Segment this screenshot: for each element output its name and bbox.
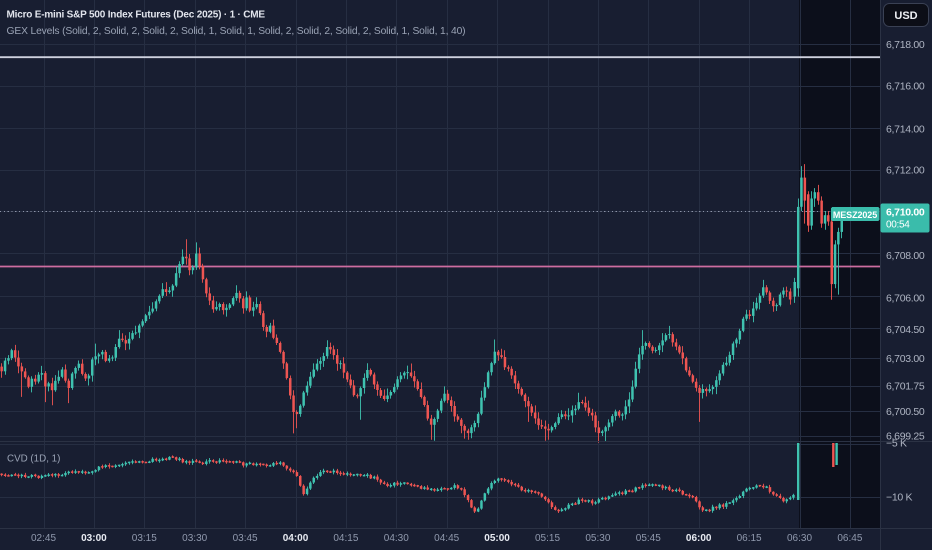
- svg-text:6,710.00: 6,710.00: [886, 207, 925, 219]
- svg-text:6,714.00: 6,714.00: [886, 123, 925, 135]
- svg-text:00:54: 00:54: [886, 220, 910, 231]
- svg-text:GEX Levels (Solid, 2, Solid, 2: GEX Levels (Solid, 2, Solid, 2, Solid, 2…: [7, 26, 466, 37]
- svg-text:6,718.00: 6,718.00: [886, 39, 925, 51]
- svg-text:06:15: 06:15: [737, 533, 762, 544]
- svg-text:6,708.00: 6,708.00: [886, 250, 925, 262]
- svg-text:05:15: 05:15: [535, 533, 560, 544]
- svg-text:Micro E-mini S&P 500 Index Fut: Micro E-mini S&P 500 Index Futures (Dec …: [7, 10, 266, 21]
- svg-text:05:00: 05:00: [484, 533, 510, 544]
- svg-text:03:30: 03:30: [182, 533, 207, 544]
- svg-text:03:00: 03:00: [81, 533, 107, 544]
- svg-text:MESZ2025: MESZ2025: [833, 210, 877, 220]
- svg-text:6,701.75: 6,701.75: [886, 380, 925, 392]
- svg-text:6,699.25: 6,699.25: [886, 430, 925, 442]
- svg-text:6,712.00: 6,712.00: [886, 164, 925, 176]
- svg-text:06:30: 06:30: [787, 533, 812, 544]
- svg-text:05:30: 05:30: [585, 533, 610, 544]
- svg-text:6,716.00: 6,716.00: [886, 80, 925, 92]
- svg-text:CVD (1D, 1): CVD (1D, 1): [7, 454, 60, 465]
- svg-text:03:45: 03:45: [233, 533, 258, 544]
- svg-text:−5 K: −5 K: [886, 438, 907, 450]
- svg-text:USD: USD: [894, 10, 917, 22]
- svg-text:04:30: 04:30: [384, 533, 409, 544]
- svg-text:6,706.00: 6,706.00: [886, 292, 925, 304]
- svg-text:02:45: 02:45: [31, 533, 56, 544]
- svg-text:6,703.00: 6,703.00: [886, 353, 925, 365]
- svg-text:04:15: 04:15: [333, 533, 358, 544]
- svg-text:−10 K: −10 K: [886, 491, 913, 503]
- svg-text:06:45: 06:45: [837, 533, 862, 544]
- svg-text:6,704.50: 6,704.50: [886, 324, 925, 336]
- svg-text:6,700.50: 6,700.50: [886, 406, 925, 418]
- svg-text:03:15: 03:15: [132, 533, 157, 544]
- svg-text:04:45: 04:45: [434, 533, 459, 544]
- svg-text:04:00: 04:00: [283, 533, 309, 544]
- svg-text:05:45: 05:45: [636, 533, 661, 544]
- svg-text:06:00: 06:00: [686, 533, 712, 544]
